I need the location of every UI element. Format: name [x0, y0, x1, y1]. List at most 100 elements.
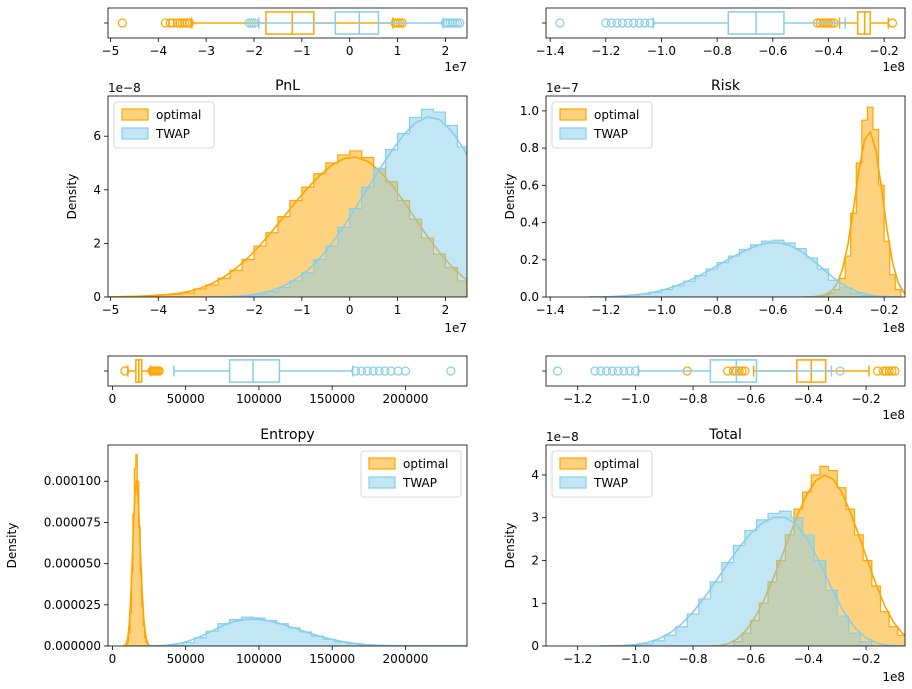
- twap-outlier: [629, 18, 639, 28]
- optimal-outlier: [890, 366, 900, 376]
- total-hist: −1.2 −1.0 −0.8 −0.6 −0.4 −0.2 0 1 2 3 4 Total Densit…: [503, 427, 906, 684]
- twap-kde-curve: [212, 116, 467, 297]
- legend-label-optimal: optimal: [403, 457, 448, 471]
- optimal-outlier: [168, 18, 178, 28]
- x-tick-label: 2: [442, 303, 450, 317]
- x-tick-label: −1.4: [536, 44, 565, 58]
- hist-plot-area: [108, 108, 467, 297]
- twap-histogram: [616, 239, 874, 297]
- x-tick-label: −1.4: [536, 303, 565, 317]
- legend-swatch-twap: [368, 476, 396, 489]
- axes-frame: [545, 95, 906, 298]
- optimal-kde-curve: [108, 156, 467, 297]
- x-tick-label: −4: [149, 44, 167, 58]
- twap-outlier: [443, 18, 453, 28]
- legend-swatch-twap: [559, 127, 587, 140]
- optimal-outlier: [184, 18, 194, 28]
- x-tick-label: −0.6: [736, 392, 765, 406]
- y-offset-label: 1e−8: [546, 430, 579, 444]
- optimal-outlier: [177, 18, 187, 28]
- legend: optimal TWAP: [551, 101, 653, 149]
- optimal-outlier: [878, 366, 888, 376]
- y-tick-label: 0.000025: [44, 598, 101, 612]
- x-tick-label: 1: [394, 303, 402, 317]
- x-tick-label: −0.2: [852, 392, 881, 406]
- y-tick-label: 4: [531, 468, 539, 482]
- legend-label-twap: TWAP: [402, 476, 437, 490]
- twap-outlier: [596, 366, 606, 376]
- box-plot-area: [120, 359, 456, 383]
- hist-plot-area: [600, 465, 905, 646]
- x-offset-label: 1e7: [444, 321, 467, 335]
- optimal-outlier: [881, 366, 891, 376]
- optimal-outlier: [160, 18, 171, 28]
- y-tick-label: 1: [531, 596, 539, 610]
- twap-outlier: [452, 18, 463, 28]
- x-tick-label: 150000: [309, 652, 355, 666]
- y-tick-label: 0.2: [520, 253, 539, 267]
- twap-outlier: [606, 18, 616, 28]
- chart-title: PnL: [275, 78, 300, 94]
- optimal-outlier: [172, 18, 183, 28]
- y-tick-label: 0.000000: [44, 639, 101, 653]
- twap-box: [228, 359, 281, 383]
- twap-outlier: [601, 18, 611, 28]
- legend-swatch-optimal: [559, 108, 587, 121]
- twap-outlier: [374, 366, 384, 376]
- twap-outlier: [601, 366, 612, 376]
- twap-box: [334, 11, 380, 35]
- y-tick-label: 3: [531, 511, 539, 525]
- twap-outlier: [351, 366, 361, 376]
- twap-outlier: [440, 18, 451, 28]
- risk-hist: −1.4 −1.2 −1.0 −0.8 −0.6 −0.4 −0.2 0.0 0.2 0.4 0.6…: [503, 78, 906, 335]
- x-tick-label: 1: [394, 44, 402, 58]
- twap-outlier: [619, 366, 629, 376]
- twap-histogram: [170, 616, 453, 646]
- x-tick-label: −1.0: [621, 652, 650, 666]
- x-tick-label: −1.2: [591, 44, 620, 58]
- chart-title: Entropy: [260, 427, 314, 443]
- optimal-outlier: [117, 18, 127, 28]
- y-axis-label: Density: [5, 523, 19, 569]
- twap-outlier: [450, 18, 460, 28]
- x-tick-label: 50000: [167, 392, 205, 406]
- x-tick-label: −1.0: [647, 44, 676, 58]
- y-tick-label: 2: [531, 553, 539, 567]
- x-tick-label: −0.2: [870, 44, 899, 58]
- x-tick-label: 200000: [383, 652, 429, 666]
- x-tick-label: −0.6: [758, 303, 787, 317]
- x-tick-label: −0.4: [814, 303, 843, 317]
- twap-outlier: [445, 18, 455, 28]
- legend-swatch-optimal: [559, 457, 587, 470]
- x-tick-label: 0: [109, 652, 117, 666]
- y-axis-label: Density: [503, 523, 517, 569]
- x-tick-label: 150000: [309, 392, 355, 406]
- x-tick-label: −5: [102, 44, 120, 58]
- optimal-outlier: [734, 366, 744, 376]
- x-offset-label: 1e8: [882, 321, 905, 335]
- x-tick-label: 0: [346, 44, 354, 58]
- twap-outlier: [386, 366, 396, 376]
- x-offset-label: 1e7: [444, 60, 467, 74]
- twap-outlier: [835, 366, 845, 376]
- y-offset-label: 1e−7: [546, 81, 579, 95]
- x-offset-label: 1e8: [882, 670, 905, 684]
- x-tick-label: 100000: [236, 392, 282, 406]
- optimal-outlier: [728, 366, 739, 376]
- twap-outlier: [590, 366, 600, 376]
- legend-label-twap: TWAP: [155, 127, 190, 141]
- twap-outlier: [448, 18, 458, 28]
- x-tick-label: 0: [109, 392, 117, 406]
- optimal-outlier: [737, 366, 747, 376]
- risk-box: −1.4 −1.2 −1.0 −0.8 −0.6 −0.4 −0.2 1e8: [536, 7, 906, 74]
- box-plot-area: [117, 11, 465, 35]
- legend-label-optimal: optimal: [594, 108, 639, 122]
- twap-outlier: [617, 18, 628, 28]
- legend-label-optimal: optimal: [594, 457, 639, 471]
- x-tick-label: −0.2: [870, 303, 899, 317]
- y-tick-label: 0.000050: [44, 557, 101, 571]
- twap-histogram: [241, 108, 467, 297]
- x-tick-label: −0.4: [794, 392, 823, 406]
- twap-outlier: [640, 18, 650, 28]
- entropy-hist: 0 50000 100000 150000 200000 0.000000 0.000025…: [5, 427, 468, 666]
